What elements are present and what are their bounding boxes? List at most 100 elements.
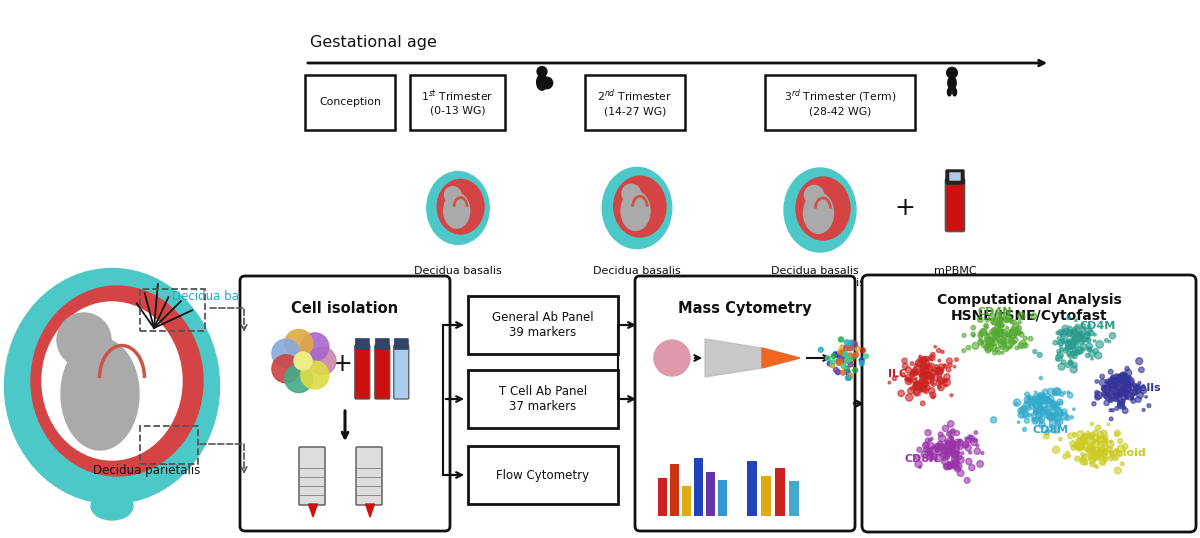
- Circle shape: [1080, 437, 1086, 443]
- Circle shape: [308, 347, 336, 375]
- Circle shape: [946, 449, 953, 457]
- Circle shape: [965, 437, 967, 440]
- Circle shape: [948, 441, 950, 444]
- Circle shape: [1048, 414, 1055, 421]
- Circle shape: [1056, 418, 1063, 425]
- Bar: [766, 75, 916, 130]
- Circle shape: [1049, 424, 1052, 428]
- Circle shape: [1106, 441, 1114, 448]
- Ellipse shape: [42, 302, 182, 460]
- Circle shape: [1109, 409, 1112, 412]
- Circle shape: [937, 384, 944, 391]
- Circle shape: [1034, 411, 1038, 414]
- Circle shape: [942, 425, 949, 431]
- Circle shape: [1092, 436, 1094, 440]
- Circle shape: [1046, 396, 1054, 403]
- Circle shape: [1110, 379, 1115, 384]
- Circle shape: [1081, 443, 1088, 450]
- Circle shape: [863, 354, 869, 359]
- Circle shape: [1074, 335, 1079, 340]
- Circle shape: [1094, 447, 1100, 452]
- Circle shape: [1122, 373, 1128, 379]
- Circle shape: [1039, 403, 1043, 406]
- Circle shape: [1031, 313, 1037, 319]
- Circle shape: [1018, 343, 1024, 349]
- Circle shape: [1072, 445, 1076, 450]
- Circle shape: [1066, 345, 1069, 348]
- Circle shape: [1097, 436, 1103, 443]
- Circle shape: [1073, 338, 1076, 342]
- Circle shape: [834, 367, 839, 372]
- Circle shape: [919, 387, 923, 390]
- Circle shape: [948, 462, 953, 466]
- Circle shape: [980, 341, 984, 344]
- Circle shape: [926, 449, 931, 453]
- Circle shape: [1046, 412, 1054, 419]
- Circle shape: [804, 186, 823, 204]
- Circle shape: [1115, 407, 1118, 410]
- Circle shape: [1079, 331, 1082, 334]
- Circle shape: [955, 463, 958, 465]
- Circle shape: [916, 369, 918, 372]
- Circle shape: [1124, 370, 1132, 377]
- Circle shape: [1074, 349, 1080, 355]
- Circle shape: [1018, 408, 1025, 414]
- Circle shape: [1103, 386, 1111, 393]
- Circle shape: [938, 364, 944, 370]
- Circle shape: [1088, 435, 1093, 440]
- Circle shape: [1048, 388, 1055, 395]
- Circle shape: [1080, 344, 1087, 351]
- Circle shape: [1044, 397, 1051, 404]
- Circle shape: [1108, 341, 1111, 343]
- Circle shape: [928, 372, 932, 376]
- Circle shape: [1085, 328, 1090, 334]
- Circle shape: [853, 367, 858, 373]
- Circle shape: [906, 374, 913, 381]
- Circle shape: [1052, 446, 1060, 453]
- Circle shape: [994, 332, 1000, 338]
- Circle shape: [1030, 404, 1036, 409]
- Circle shape: [1088, 452, 1094, 459]
- Circle shape: [937, 441, 943, 447]
- Circle shape: [997, 329, 1002, 335]
- Circle shape: [1057, 342, 1060, 344]
- Circle shape: [1032, 417, 1034, 420]
- Circle shape: [922, 380, 929, 387]
- Circle shape: [1094, 391, 1099, 394]
- Circle shape: [1130, 399, 1135, 404]
- Circle shape: [1136, 392, 1144, 398]
- Circle shape: [944, 447, 952, 454]
- Circle shape: [1117, 402, 1123, 408]
- Circle shape: [1080, 458, 1086, 465]
- Circle shape: [1118, 388, 1126, 395]
- Circle shape: [1122, 406, 1126, 409]
- Circle shape: [1122, 443, 1128, 449]
- Circle shape: [1088, 351, 1096, 357]
- Circle shape: [943, 364, 948, 368]
- Circle shape: [942, 446, 949, 452]
- Circle shape: [914, 384, 919, 390]
- Circle shape: [928, 452, 931, 456]
- Circle shape: [1037, 352, 1042, 357]
- Circle shape: [1027, 399, 1033, 405]
- Circle shape: [1096, 465, 1098, 469]
- Circle shape: [943, 445, 952, 453]
- Circle shape: [1074, 333, 1082, 341]
- Text: Computational Analysis
HSNE/tSNE/Cytofast: Computational Analysis HSNE/tSNE/Cytofas…: [937, 293, 1121, 323]
- Circle shape: [1066, 342, 1068, 345]
- Circle shape: [940, 367, 944, 372]
- Circle shape: [947, 463, 953, 469]
- Circle shape: [1072, 343, 1076, 348]
- Circle shape: [1079, 443, 1085, 449]
- Circle shape: [1117, 445, 1124, 452]
- Circle shape: [1117, 396, 1122, 402]
- Circle shape: [930, 454, 936, 459]
- Circle shape: [1122, 408, 1128, 414]
- Circle shape: [998, 314, 1006, 321]
- Circle shape: [972, 334, 974, 337]
- Circle shape: [1034, 398, 1038, 401]
- Circle shape: [930, 352, 935, 357]
- Circle shape: [1069, 360, 1072, 363]
- Circle shape: [1070, 416, 1073, 419]
- Circle shape: [1086, 343, 1092, 349]
